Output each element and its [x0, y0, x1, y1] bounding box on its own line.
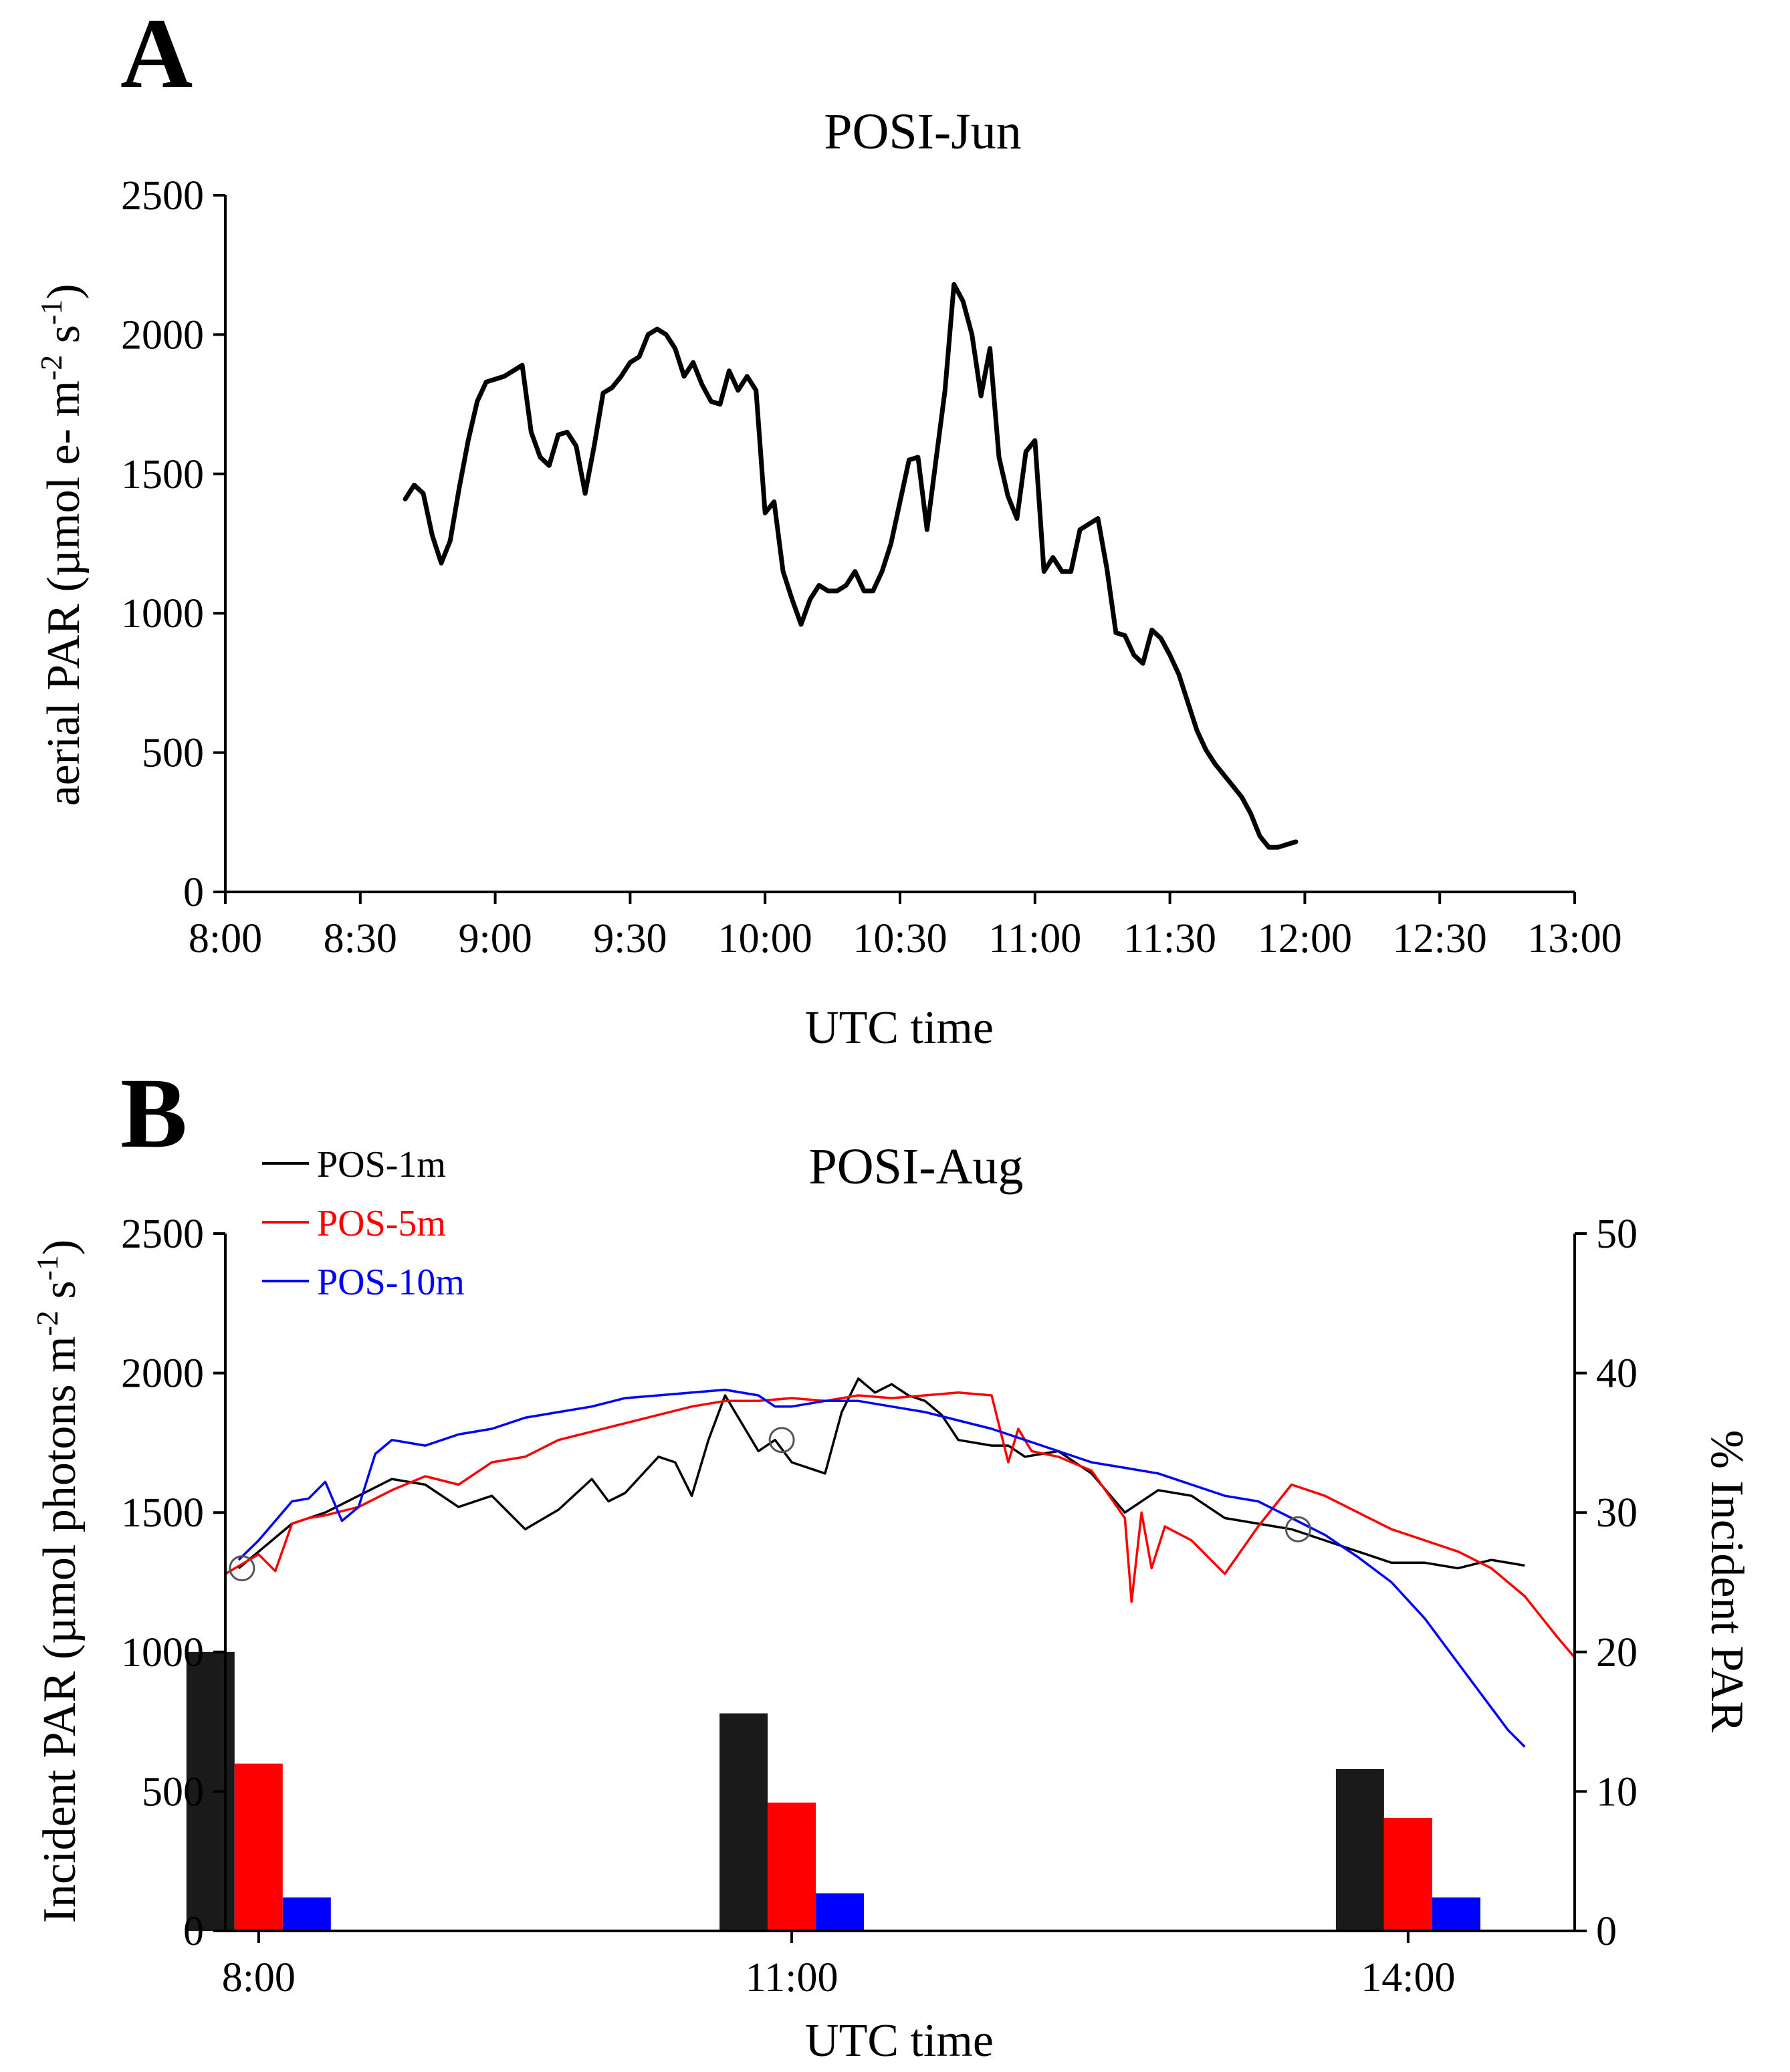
panel-b-x-tick-label: 8:00 [222, 1955, 296, 2000]
bar-pos-1m-1100 [719, 1713, 768, 1931]
panel-a-y-label-part2: s [38, 325, 90, 355]
panel-a-y-ticks: 0 500 1000 1500 2000 2500 [121, 173, 225, 915]
bar-pos-5m-800 [234, 1763, 283, 1931]
panel-a-x-tick-label: 9:30 [593, 916, 667, 961]
panel-b-left-y-ticks: 0 500 1000 1500 2000 2500 [121, 1212, 225, 1954]
panel-b-left-y-tick-label: 1000 [121, 1630, 204, 1676]
line-pos-5m [225, 1391, 1576, 1659]
pos-1m-marker [229, 1555, 255, 1582]
panel-b-y-label-part2: s [34, 1280, 86, 1310]
panel-b-right-y-tick-label: 40 [1596, 1351, 1638, 1397]
panel-a-y-tick-label: 0 [183, 870, 204, 915]
panel-b-x-tick-label: 14:00 [1361, 1955, 1455, 2000]
panel-a-y-tick-label: 1000 [121, 591, 204, 637]
legend-label-pos-1m: POS-1m [317, 1144, 446, 1185]
panel-b-legend: POS-1m POS-5m POS-10m [262, 1144, 465, 1303]
bar-pos-10m-1400 [1432, 1897, 1480, 1931]
bar-pos-10m-1100 [816, 1893, 865, 1931]
panel-b-bars [186, 1651, 1480, 1931]
panel-a-x-tick-label: 13:00 [1527, 916, 1621, 961]
panel-b-right-y-ticks: 0 10 20 30 40 50 [1575, 1212, 1638, 1954]
panel-b-markers [229, 1427, 1311, 1582]
panel-a-x-tick-label: 11:00 [988, 916, 1081, 961]
panel-b-y-label-sup1: -2 [30, 1310, 64, 1336]
panel-a-y-label-sup1: -2 [34, 355, 68, 380]
panel-b-x-tick-label: 11:00 [746, 1955, 838, 2000]
panel-a: A POSI-Jun 0 500 1000 1500 2000 2500 8:00 8:30… [34, 0, 1622, 1054]
panel-b-left-y-axis-label: Incident PAR (µmol photons m-2 s-1) [30, 1240, 86, 1924]
panel-b-right-y-tick-label: 30 [1596, 1490, 1638, 1536]
panel-b-y-label-sup2: -1 [30, 1255, 64, 1280]
line-pos-1m [237, 1377, 1525, 1570]
panel-b-left-y-tick-label: 2000 [121, 1351, 204, 1397]
panel-a-y-label-part1: aerial PAR (µmol e- m [38, 380, 90, 806]
panel-a-x-axis-label: UTC time [805, 1002, 994, 1054]
panel-a-y-axis-label: aerial PAR (µmol e- m-2 s-1) [34, 283, 90, 806]
panel-a-x-tick-label: 12:00 [1258, 916, 1352, 961]
panel-a-x-tick-label: 12:30 [1393, 916, 1487, 961]
panel-a-title: POSI-Jun [824, 104, 1022, 160]
panel-a-y-tick-label: 500 [142, 731, 204, 776]
panel-b-label: B [120, 1058, 187, 1169]
panel-b-left-y-tick-label: 2500 [121, 1212, 204, 1257]
pos-1m-marker [1284, 1516, 1311, 1542]
panel-a-label: A [120, 0, 193, 109]
bar-pos-10m-800 [282, 1897, 331, 1931]
panel-b-right-y-axis-label: % Incident PAR [1701, 1430, 1753, 1733]
panel-b-lines [225, 1377, 1576, 1748]
panel-b-x-ticks: 8:00 11:00 14:00 [222, 1931, 1455, 2000]
line-pos-10m [237, 1388, 1526, 1748]
panel-b-y-label-part1: Incident PAR (µmol photons m [34, 1336, 86, 1923]
legend-label-pos-5m: POS-5m [317, 1203, 446, 1244]
panel-a-y-tick-label: 2000 [121, 312, 204, 358]
panel-a-y-label-sup2: -1 [34, 300, 68, 325]
panel-b: B POSI-Aug 0 500 1000 1500 2000 2500 0 10 20 30 4… [30, 1058, 1753, 2067]
panel-a-y-tick-label: 2500 [121, 173, 204, 219]
panel-a-y-label-part3: ) [38, 283, 90, 299]
panel-a-par-line [403, 281, 1299, 850]
panel-b-left-y-tick-label: 0 [183, 1909, 204, 1954]
panel-a-x-tick-label: 11:30 [1123, 916, 1216, 961]
panel-b-left-y-tick-label: 500 [142, 1769, 204, 1815]
pos-1m-marker [768, 1427, 795, 1454]
panel-a-x-tick-label: 8:30 [324, 916, 397, 961]
panel-b-right-y-tick-label: 20 [1596, 1630, 1638, 1676]
bar-pos-5m-1100 [768, 1803, 816, 1931]
panel-a-x-tick-label: 9:00 [458, 916, 532, 961]
panel-b-title: POSI-Aug [809, 1139, 1024, 1195]
panel-a-y-tick-label: 1500 [121, 452, 204, 497]
bar-pos-1m-1400 [1335, 1769, 1384, 1931]
panel-a-x-tick-label: 8:00 [189, 916, 262, 961]
panel-b-right-y-tick-label: 10 [1596, 1769, 1638, 1815]
panel-b-right-y-tick-label: 50 [1596, 1212, 1638, 1257]
panel-b-x-axis-label: UTC time [805, 2015, 994, 2067]
panel-a-x-tick-label: 10:00 [718, 916, 812, 961]
panel-b-right-y-tick-label: 0 [1596, 1909, 1617, 1954]
panel-a-x-tick-label: 10:30 [853, 916, 947, 961]
panel-b-left-y-tick-label: 1500 [121, 1490, 204, 1536]
legend-label-pos-10m: POS-10m [317, 1262, 465, 1303]
bar-pos-5m-1400 [1383, 1818, 1432, 1931]
panel-a-x-ticks: 8:00 8:30 9:00 9:30 10:00 10:30 11:00 11:30 12:0… [189, 892, 1622, 961]
panel-b-y-label-part3: ) [34, 1240, 86, 1255]
